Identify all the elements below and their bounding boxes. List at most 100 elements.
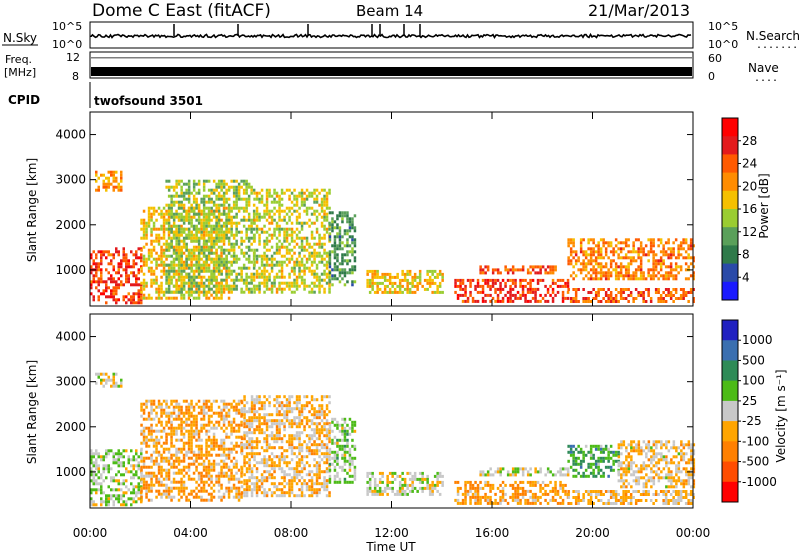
velocity-cell: [205, 399, 208, 403]
power-cell: [185, 266, 188, 270]
power-cell: [325, 212, 329, 216]
power-cell: [338, 262, 342, 266]
velocity-cell: [270, 461, 274, 465]
velocity-cell: [180, 411, 183, 415]
velocity-cell: [255, 419, 259, 423]
power-cell: [320, 257, 324, 261]
power-cell: [438, 272, 442, 276]
power-cell: [250, 281, 253, 285]
power-cell: [511, 293, 515, 297]
power-cell: [187, 296, 191, 300]
power-cell: [692, 256, 695, 260]
power-cell: [202, 239, 206, 243]
power-cell: [582, 268, 585, 272]
velocity-cell: [150, 453, 153, 457]
power-cell: [341, 268, 344, 272]
velocity-cell: [182, 489, 186, 493]
power-cell: [642, 250, 645, 254]
power-cell: [278, 233, 281, 237]
power-cell: [227, 239, 231, 243]
velocity-cell: [230, 426, 233, 430]
power-cell: [285, 239, 289, 243]
power-cell: [222, 194, 226, 198]
power-heatmap: [90, 170, 695, 305]
power-cell: [376, 272, 379, 276]
power-cell: [145, 263, 148, 267]
power-colorbar-segment: [722, 172, 738, 192]
power-cell: [549, 271, 552, 275]
power-cell: [210, 233, 213, 237]
velocity-cell: [212, 435, 216, 439]
power-cell: [237, 188, 241, 192]
power-cell: [622, 241, 625, 245]
velocity-cell: [298, 464, 301, 468]
power-cell: [298, 269, 301, 273]
power-cell: [561, 293, 565, 297]
power-cell: [346, 271, 349, 275]
power-cell: [569, 300, 573, 303]
power-cell: [499, 281, 502, 285]
power-cell: [235, 197, 238, 201]
velocity-cell: [310, 488, 314, 492]
velocity-cell: [172, 408, 176, 412]
velocity-cell: [95, 381, 98, 385]
power-cell: [280, 188, 284, 192]
power-cell: [371, 275, 374, 279]
power-cell: [662, 259, 665, 263]
power-cell: [295, 281, 299, 285]
velocity-cell: [140, 441, 143, 445]
power-cell: [614, 262, 618, 266]
power-cell: [664, 274, 668, 278]
power-cell: [222, 200, 226, 204]
velocity-cell: [227, 408, 231, 412]
velocity-cell: [227, 477, 231, 481]
velocity-cell: [210, 498, 213, 502]
power-cell: [145, 242, 148, 246]
power-cell: [494, 278, 497, 282]
velocity-cell: [305, 416, 309, 420]
power-cell: [273, 233, 276, 237]
velocity-cell: [280, 446, 284, 450]
power-cell: [323, 287, 326, 291]
power-cell: [325, 230, 329, 234]
power-cell: [336, 268, 339, 272]
power-cell: [142, 209, 146, 213]
power-cell: [185, 248, 188, 252]
power-cell: [333, 226, 337, 230]
power-cell: [481, 284, 485, 288]
power-cell: [167, 269, 171, 273]
velocity-cell: [260, 473, 264, 477]
power-cell: [617, 291, 620, 294]
power-cell: [607, 297, 610, 300]
power-cell: [554, 265, 557, 269]
velocity-cell: [112, 375, 115, 379]
power-cell: [278, 275, 281, 279]
power-cell: [298, 221, 301, 225]
velocity-cell: [285, 440, 289, 444]
power-cell: [376, 269, 379, 273]
velocity-cell: [152, 417, 156, 421]
power-cell: [506, 290, 510, 294]
power-cell: [135, 256, 138, 260]
power-cell: [669, 265, 673, 269]
velocity-cell: [263, 455, 266, 459]
power-cell: [217, 296, 221, 300]
power-cell: [170, 227, 173, 231]
nsearch-label: N.Search: [746, 29, 800, 43]
power-cell: [652, 244, 655, 248]
velocity-cell: [263, 401, 266, 405]
velocity-cell: [210, 444, 213, 448]
power-cell: [396, 272, 399, 276]
power-cell: [258, 239, 261, 243]
power-cell: [235, 242, 238, 246]
power-cell: [428, 284, 432, 288]
power-cell: [647, 238, 650, 242]
power-cell: [649, 244, 653, 248]
velocity-cell: [283, 416, 286, 420]
power-cell: [265, 281, 269, 285]
velocity-cell: [305, 434, 309, 438]
power-cell: [637, 277, 640, 281]
power-cell: [142, 284, 146, 288]
power-cell: [298, 236, 301, 240]
power-cell: [476, 284, 480, 288]
